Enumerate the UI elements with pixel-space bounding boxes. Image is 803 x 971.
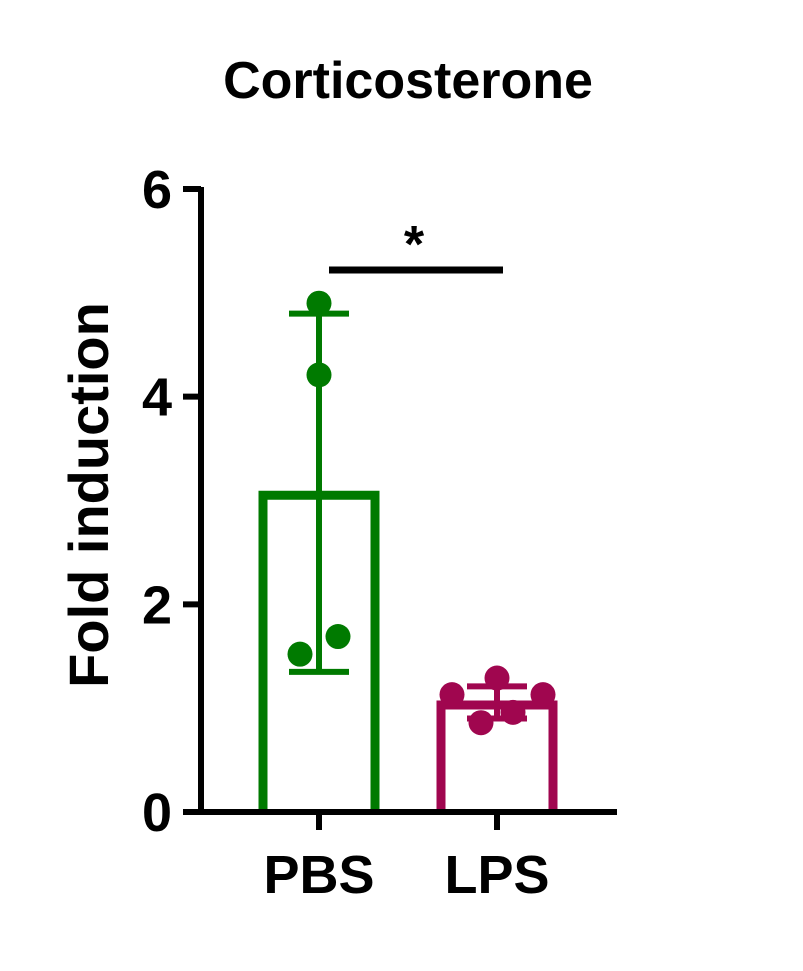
y-tick-label: 4 [142, 368, 172, 428]
y-axis-label: Fold induction [57, 302, 120, 688]
data-point [287, 641, 313, 667]
data-point [306, 362, 332, 388]
data-point [439, 682, 465, 708]
data-point [325, 624, 351, 650]
data-point [468, 710, 494, 736]
data-point [500, 699, 526, 725]
data-point [530, 682, 556, 708]
significance-label: * [404, 216, 425, 274]
y-tick-label: 0 [142, 783, 172, 843]
y-tick-label: 6 [142, 160, 172, 220]
data-point [306, 290, 332, 316]
data-point [484, 665, 510, 691]
y-tick-label: 2 [142, 575, 172, 635]
x-tick-label: PBS [263, 845, 374, 905]
x-tick-label: LPS [444, 845, 549, 905]
chart-title: Corticosterone [223, 52, 593, 110]
